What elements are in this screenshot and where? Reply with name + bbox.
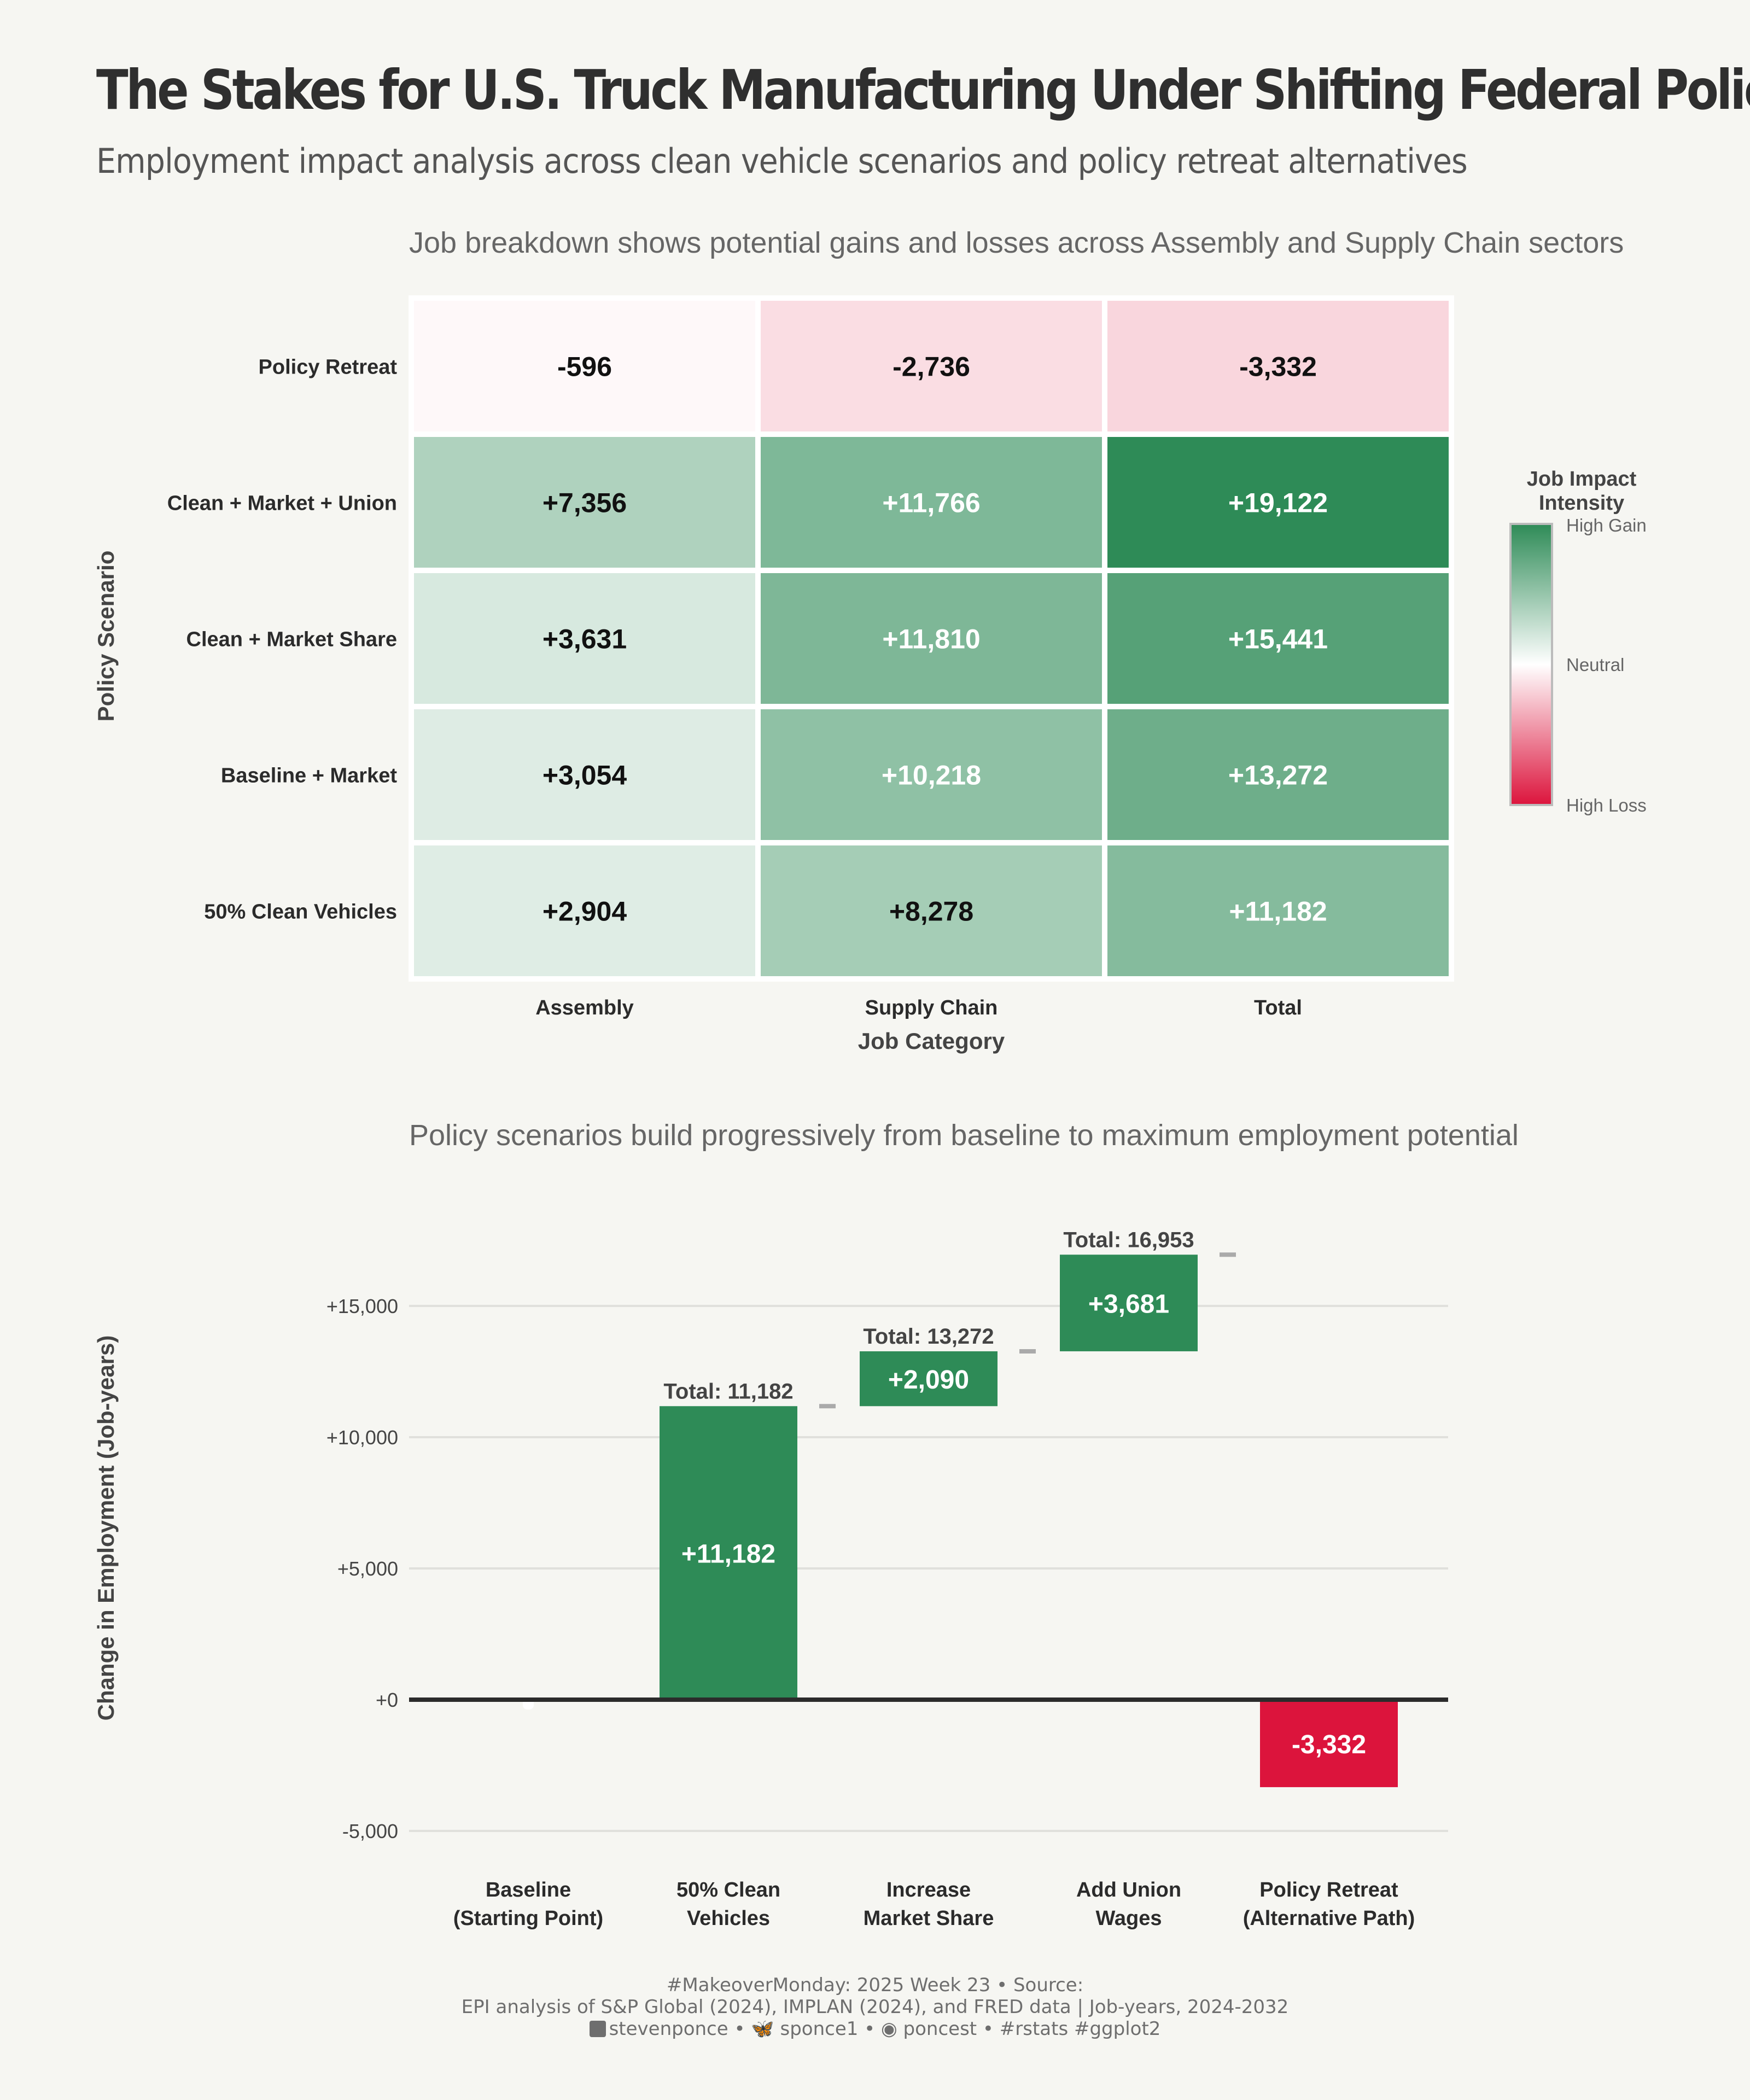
page-title: The Stakes for U.S. Truck Manufacturing … bbox=[96, 58, 1750, 122]
waterfall-y-axis-title: Change in Employment (Job-years) bbox=[93, 1335, 119, 1721]
heatmap-row-label: 50% Clean Vehicles bbox=[204, 901, 397, 924]
waterfall-category-label: Baseline bbox=[486, 1879, 571, 1901]
waterfall-category-label: 50% Clean bbox=[676, 1879, 780, 1901]
legend-high-label: High Gain bbox=[1566, 515, 1647, 535]
waterfall-category-label: Vehicles bbox=[687, 1907, 770, 1930]
heatmap-cell bbox=[755, 431, 1107, 573]
heatmap-cell-label: -3,332 bbox=[1239, 352, 1317, 382]
heatmap-cell bbox=[409, 704, 761, 845]
waterfall-category-label: (Alternative Path) bbox=[1243, 1907, 1415, 1930]
heatmap-cell bbox=[755, 568, 1107, 709]
heatmap-row-label: Clean + Market Share bbox=[186, 628, 397, 651]
heatmap-cell-label: +15,441 bbox=[1228, 624, 1328, 655]
waterfall-bar-label: -3,332 bbox=[1292, 1730, 1366, 1759]
caption-line-2: EPI analysis of S&P Global (2024), IMPLA… bbox=[461, 1996, 1289, 2018]
waterfall-bar-label: +3,681 bbox=[1088, 1290, 1169, 1319]
waterfall-bar-label: +11,182 bbox=[681, 1540, 775, 1569]
heatmap-cell-label: +7,356 bbox=[542, 488, 627, 518]
waterfall-chart: Policy scenarios build progressively fro… bbox=[93, 1119, 1519, 1930]
heatmap-chart: Job breakdown shows potential gains and … bbox=[93, 226, 1624, 1054]
heatmap-x-axis-title: Job Category bbox=[858, 1028, 1005, 1054]
heatmap-column-label: Supply Chain bbox=[865, 996, 998, 1019]
caption-line-3: stevenponce • 🦋 sponce1 • ◉ poncest • #r… bbox=[0, 2018, 1750, 2040]
waterfall-title: Policy scenarios build progressively fro… bbox=[409, 1119, 1519, 1152]
legend-color-bar bbox=[1509, 523, 1553, 806]
caption-line-1: #MakeoverMonday: 2025 Week 23 • Source: bbox=[666, 1974, 1084, 1996]
legend-title-line-2: Intensity bbox=[1539, 492, 1624, 515]
linkedin-icon bbox=[589, 2021, 606, 2037]
legend-low-label: High Loss bbox=[1566, 795, 1647, 815]
waterfall-bar bbox=[1260, 1700, 1398, 1787]
caption-social: stevenponce • 🦋 sponce1 • ◉ poncest • #r… bbox=[609, 2018, 1161, 2040]
waterfall-y-tick-label: +10,000 bbox=[326, 1426, 398, 1449]
waterfall-category-label: Increase bbox=[886, 1879, 971, 1901]
heatmap-cell-label: +19,122 bbox=[1228, 488, 1328, 518]
heatmap-cell-label: +3,631 bbox=[542, 624, 627, 655]
heatmap-cell-label: +3,054 bbox=[542, 760, 627, 791]
heatmap-cell-label: -2,736 bbox=[892, 352, 970, 382]
heatmap-cell-label: +11,182 bbox=[1229, 896, 1327, 927]
heatmap-cell bbox=[409, 568, 761, 709]
heatmap-cell-label: +8,278 bbox=[889, 896, 973, 927]
heatmap-cell-label: -596 bbox=[557, 352, 612, 382]
waterfall-total-label: Total: 13,272 bbox=[863, 1325, 994, 1349]
waterfall-total-label: Total: 16,953 bbox=[1063, 1228, 1194, 1252]
heatmap-row-label: Baseline + Market bbox=[221, 765, 397, 788]
waterfall-y-tick-label: -5,000 bbox=[342, 1820, 398, 1842]
heatmap-column-label: Assembly bbox=[535, 996, 634, 1019]
waterfall-bar-label: +2,090 bbox=[888, 1366, 969, 1395]
heatmap-cell-label: +11,766 bbox=[882, 488, 980, 518]
heatmap-cell-label: +13,272 bbox=[1228, 760, 1328, 791]
waterfall-category-label: (Starting Point) bbox=[453, 1907, 603, 1930]
waterfall-category-label: Add Union bbox=[1076, 1879, 1181, 1901]
waterfall-y-tick-label: +15,000 bbox=[326, 1295, 398, 1317]
heatmap-cell-label: +11,810 bbox=[882, 624, 980, 655]
heatmap-column-label: Total bbox=[1254, 996, 1302, 1019]
heatmap-row-label: Clean + Market + Union bbox=[167, 492, 397, 515]
waterfall-bar bbox=[660, 1406, 797, 1700]
legend-mid-label: Neutral bbox=[1566, 655, 1624, 675]
waterfall-category-label: Wages bbox=[1095, 1907, 1162, 1930]
page-subtitle: Employment impact analysis across clean … bbox=[96, 141, 1468, 181]
heatmap-cell bbox=[1102, 704, 1454, 845]
waterfall-category-label: Market Share bbox=[864, 1907, 994, 1930]
heatmap-row-label: Policy Retreat bbox=[259, 356, 398, 379]
waterfall-bar bbox=[860, 1351, 998, 1407]
waterfall-category-label: Policy Retreat bbox=[1259, 1879, 1398, 1901]
heatmap-title: Job breakdown shows potential gains and … bbox=[409, 226, 1624, 259]
waterfall-y-tick-label: +0 bbox=[376, 1689, 398, 1711]
heatmap-cell bbox=[1102, 295, 1454, 437]
legend-title-line-1: Job Impact bbox=[1527, 468, 1637, 491]
waterfall-bar bbox=[1060, 1255, 1198, 1351]
heatmap-cell bbox=[409, 840, 761, 982]
heatmap-cell bbox=[1102, 431, 1454, 573]
heatmap-cell bbox=[1102, 840, 1454, 982]
heatmap-cell bbox=[755, 840, 1107, 982]
waterfall-y-tick-label: +5,000 bbox=[337, 1558, 398, 1580]
heatmap-y-axis-title: Policy Scenario bbox=[93, 551, 119, 722]
heatmap-cell-label: +10,218 bbox=[882, 760, 981, 791]
waterfall-total-label: Total: 11,182 bbox=[663, 1379, 793, 1403]
heatmap-cell-label: +2,904 bbox=[542, 896, 627, 927]
